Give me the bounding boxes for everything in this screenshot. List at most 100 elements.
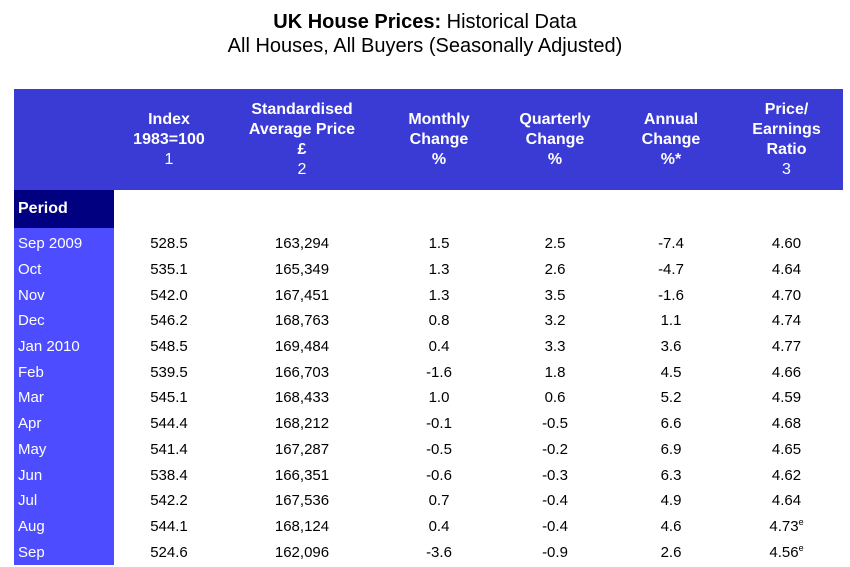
annual-value: 2.6: [660, 543, 682, 561]
cell-period: Sep 2009: [14, 231, 114, 257]
cell-price: 166,703: [224, 359, 380, 385]
annual-value: 4.5: [660, 363, 682, 381]
index-value: 542.0: [150, 286, 188, 304]
cell-period: Oct: [14, 256, 114, 283]
quarterly-value: -0.4: [542, 517, 568, 535]
monthly-value: 0.4: [428, 338, 450, 356]
cell-annual: 4.5: [612, 359, 730, 385]
pe-value: 4.64: [771, 261, 802, 279]
pe-value: 4.56: [769, 544, 799, 562]
cell-period: Jun: [14, 462, 114, 488]
title-bold: UK House Prices:: [273, 11, 442, 33]
cell-pe: 4.65: [730, 437, 843, 463]
price-value: 166,703: [274, 363, 330, 381]
pe-value: 4.74: [771, 312, 802, 330]
cell-index: 538.4: [114, 462, 224, 488]
cell-monthly: 1.5: [380, 231, 498, 257]
estimate-marker: e: [798, 543, 804, 554]
header-line: %: [431, 150, 447, 168]
header-line: %*: [660, 150, 682, 168]
cell-pe: 4.77: [730, 334, 843, 360]
pe-value: 4.64: [771, 492, 802, 510]
cell-monthly: -0.5: [380, 437, 498, 463]
index-value: 548.5: [150, 338, 188, 356]
period-value: Aug: [18, 517, 45, 535]
cell-quarterly: 0.6: [498, 385, 612, 411]
cell-monthly: -3.6: [380, 539, 498, 565]
cell-period: Jan 2010: [14, 333, 114, 360]
cell-monthly: -0.6: [380, 462, 498, 488]
cell-price: 167,536: [224, 488, 380, 514]
quarterly-value: 1.8: [544, 363, 566, 381]
cell-pe: 4.60: [730, 231, 843, 257]
index-value: 524.6: [150, 543, 188, 561]
price-value: 165,349: [274, 261, 330, 279]
monthly-value: -1.6: [426, 363, 452, 381]
cell-monthly: 1.0: [380, 385, 498, 411]
period-value: Sep: [18, 543, 45, 561]
period-value: Sep 2009: [18, 235, 83, 253]
header-index: Index 1983=100 1: [114, 89, 224, 190]
price-value: 167,287: [274, 440, 330, 458]
cell-monthly: -0.1: [380, 411, 498, 437]
index-value: 535.1: [150, 261, 188, 279]
annual-value: -1.6: [658, 286, 684, 304]
quarterly-value: 2.6: [544, 261, 566, 279]
cell-quarterly: 3.2: [498, 308, 612, 334]
cell-pe: 4.56e: [730, 539, 843, 565]
header-footnote: 2: [297, 160, 307, 178]
period-value: Jan 2010: [18, 338, 80, 356]
period-value: Jun: [18, 466, 43, 484]
header-footnote: 1: [164, 150, 174, 168]
cell-price: 162,096: [224, 539, 380, 565]
cell-period: Feb: [14, 359, 114, 386]
cell-index: 524.6: [114, 539, 224, 565]
cell-pe: 4.64: [730, 488, 843, 514]
pe-value: 4.65: [771, 440, 802, 458]
cell-index: 542.0: [114, 282, 224, 308]
cell-quarterly: -0.4: [498, 514, 612, 540]
cell-annual: -4.7: [612, 257, 730, 283]
period-label: Period: [14, 190, 114, 228]
period-value: Nov: [18, 286, 45, 304]
cell-quarterly: -0.5: [498, 411, 612, 437]
annual-value: 3.6: [660, 338, 682, 356]
monthly-value: 0.8: [428, 312, 450, 330]
cell-annual: 6.3: [612, 462, 730, 488]
cell-monthly: 0.4: [380, 334, 498, 360]
cell-index: 544.1: [114, 514, 224, 540]
header-blank: [14, 89, 114, 190]
period-value: Dec: [18, 312, 45, 330]
header-line: 1983=100: [133, 130, 205, 148]
estimate-marker: e: [798, 517, 804, 528]
table-row: Jan 2010 548.5 169,484 0.4 3.3 3.6 4.77: [14, 333, 843, 360]
pe-value: 4.62: [771, 466, 802, 484]
quarterly-value: 3.2: [544, 312, 566, 330]
period-value: Oct: [18, 261, 42, 279]
header-line: Monthly: [408, 110, 470, 128]
annual-value: 6.3: [660, 466, 682, 484]
cell-period: Dec: [14, 308, 114, 334]
house-price-table: Index 1983=100 1 Standardised Average Price £…: [14, 89, 843, 565]
annual-value: 4.6: [660, 517, 682, 535]
cell-quarterly: 3.3: [498, 334, 612, 360]
period-value: Mar: [18, 389, 44, 407]
cell-annual: 6.6: [612, 411, 730, 437]
header-line: Earnings: [752, 120, 821, 138]
annual-value: 4.9: [660, 492, 682, 510]
quarterly-value: -0.4: [542, 492, 568, 510]
index-value: 545.1: [150, 389, 188, 407]
cell-pe: 4.73e: [730, 514, 843, 540]
annual-value: -4.7: [658, 261, 684, 279]
header-line: Change: [409, 130, 469, 148]
header-line: Index: [148, 110, 190, 128]
table-row: Apr 544.4 168,212 -0.1 -0.5 6.6 4.68: [14, 410, 843, 437]
cell-pe: 4.66: [730, 359, 843, 385]
cell-quarterly: -0.2: [498, 437, 612, 463]
price-value: 168,433: [274, 389, 330, 407]
header-annual: Annual Change %*: [612, 89, 730, 190]
cell-index: 539.5: [114, 359, 224, 385]
monthly-value: -0.6: [426, 466, 452, 484]
cell-monthly: 1.3: [380, 282, 498, 308]
table-row: Aug 544.1 168,124 0.4 -0.4 4.6 4.73e: [14, 513, 843, 540]
